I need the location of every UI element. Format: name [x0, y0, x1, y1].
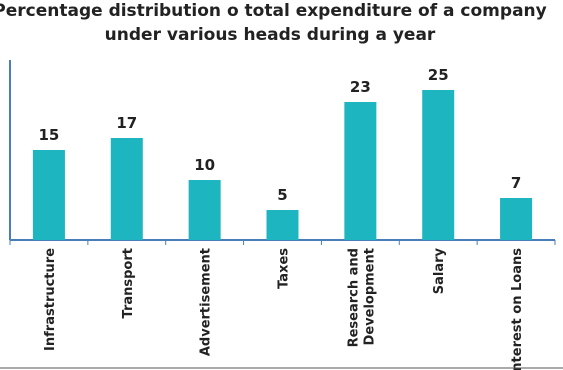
bar [500, 198, 533, 240]
tick-label: Infrastructure [43, 248, 58, 351]
tick-label: Interest on Loans [510, 248, 525, 370]
tick-label: Salary [432, 247, 447, 294]
bars [9, 90, 556, 245]
tick-label: Taxes [277, 248, 292, 289]
data-label: 15 [38, 126, 59, 144]
bar [266, 210, 299, 240]
tick-label: Research and [346, 248, 361, 347]
tick-label: Advertisement [199, 248, 214, 356]
bar [188, 180, 221, 240]
data-label: 5 [277, 186, 287, 204]
data-label: 23 [350, 78, 371, 96]
category-label: Infrastructure [43, 248, 58, 351]
bar [422, 90, 455, 240]
data-label: 25 [428, 66, 449, 84]
value-labels: 15 17 10 5 23 25 7 [38, 66, 521, 204]
category-label: Salary [432, 247, 447, 294]
category-label: Taxes [277, 248, 292, 289]
category-label: Advertisement [199, 248, 214, 356]
data-label: 17 [116, 114, 137, 132]
category-label: Interest on Loans [510, 248, 525, 370]
bar [32, 150, 65, 240]
category-label: Research and Development [346, 248, 377, 347]
category-label: Transport [121, 248, 136, 318]
bar [344, 102, 377, 240]
category-labels: Infrastructure Transport Advertisement Taxe… [43, 247, 525, 370]
tick-label: Transport [121, 248, 136, 318]
chart-subtitle: under various heads during a year [105, 25, 436, 45]
data-label: 7 [511, 174, 521, 192]
bar [110, 138, 143, 240]
chart-title: Percentage distribution o total expendit… [0, 1, 547, 21]
data-label: 10 [194, 156, 215, 174]
tick-label: Development [362, 248, 377, 345]
